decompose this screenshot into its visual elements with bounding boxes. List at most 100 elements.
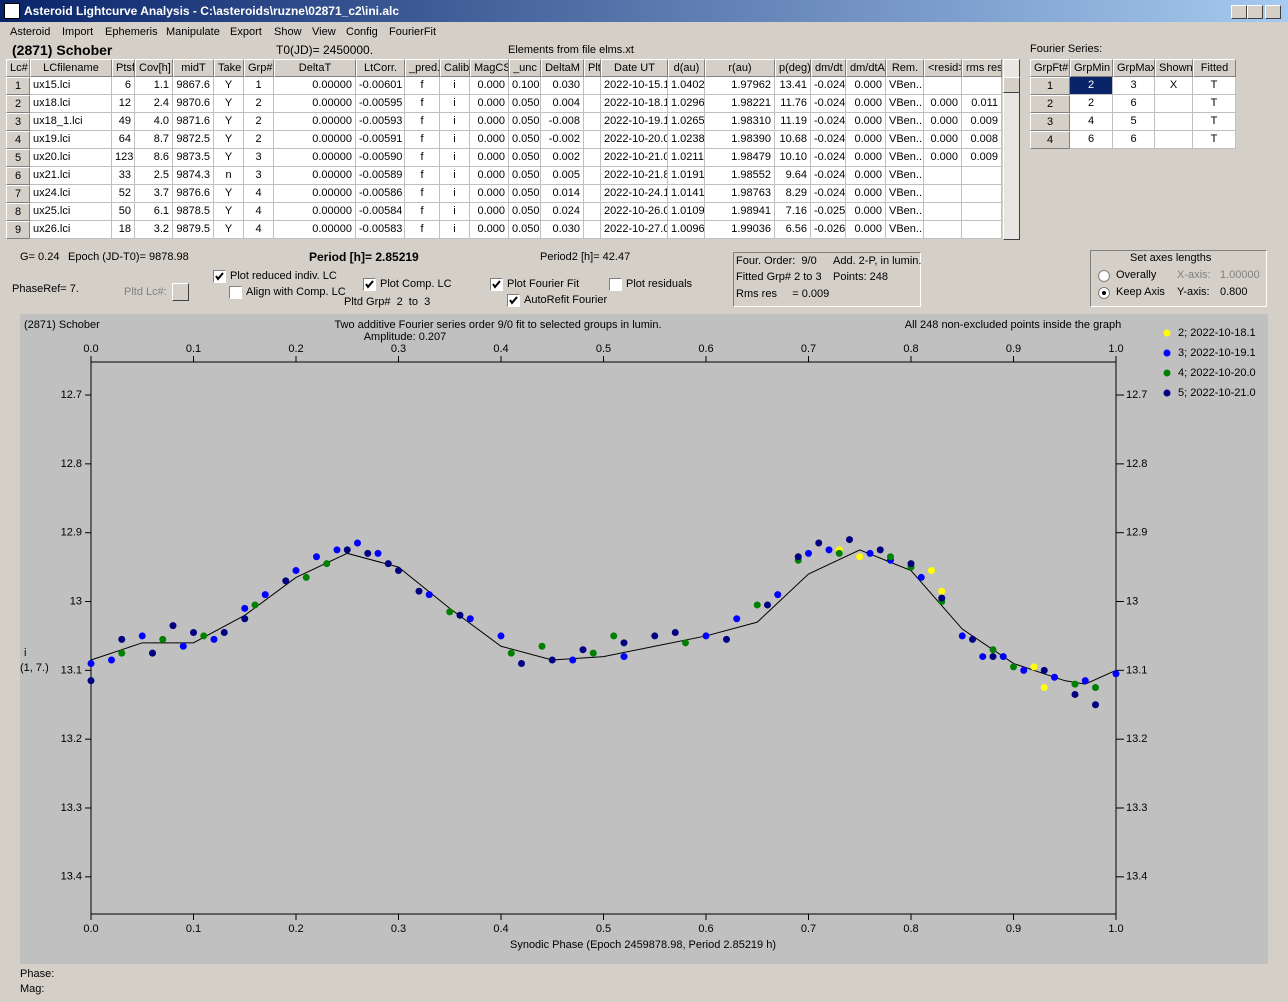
radio-label[interactable]: Keep Axis: [1116, 286, 1165, 298]
table-cell: T: [1193, 77, 1236, 95]
row-header[interactable]: 7: [6, 185, 30, 203]
radio-button[interactable]: [1098, 287, 1110, 299]
table-cell: 1.98310: [705, 113, 775, 131]
table-cell: 12: [112, 95, 135, 113]
checkbox-label[interactable]: Plot residuals: [626, 278, 693, 290]
data-point: [282, 577, 290, 585]
data-point: [507, 649, 515, 657]
menu-item[interactable]: Show: [274, 26, 302, 38]
x-tick-label: 0.8: [903, 923, 918, 935]
row-header[interactable]: 3: [6, 113, 30, 131]
checkbox-label[interactable]: AutoRefit Fourier: [524, 294, 608, 306]
set-axes-box: [1090, 250, 1267, 307]
y-tick-label: 12.8: [61, 458, 82, 470]
fourier-label: Fourier Series:: [1030, 43, 1103, 55]
maximize-button[interactable]: [1247, 5, 1263, 19]
data-point: [1112, 670, 1120, 678]
menu-item[interactable]: Export: [230, 26, 262, 38]
row-header[interactable]: 9: [6, 221, 30, 239]
window-title: Asteroid Lightcurve Analysis - C:\astero…: [24, 4, 400, 18]
data-point: [159, 635, 167, 643]
row-header[interactable]: 2: [1030, 95, 1070, 113]
close-button[interactable]: [1265, 5, 1281, 19]
checkbox-label[interactable]: Plot reduced indiv. LC: [230, 270, 337, 282]
table-cell: Y: [214, 185, 244, 203]
data-point: [323, 560, 331, 568]
column-header: _unc: [509, 59, 541, 77]
table-cell: f: [405, 149, 440, 167]
checkbox[interactable]: [363, 278, 376, 291]
data-point: [169, 622, 177, 630]
table-cell: 2022-10-27.0: [601, 221, 668, 239]
menu-item[interactable]: Config: [346, 26, 378, 38]
table-cell: [584, 77, 601, 95]
checkbox[interactable]: [213, 270, 226, 283]
data-point: [589, 649, 597, 657]
table-cell: 0.024: [541, 203, 584, 221]
data-point: [938, 594, 946, 602]
x-tick-label-top: 0.3: [391, 343, 406, 355]
table-cell: [924, 185, 962, 203]
radio-label[interactable]: Overally: [1116, 269, 1157, 281]
x-tick-label-top: 1.0: [1108, 343, 1123, 355]
scroll-thumb[interactable]: [1003, 77, 1020, 93]
row-header[interactable]: 8: [6, 203, 30, 221]
table-cell: 0.050: [509, 185, 541, 203]
table-cell: 2.5: [135, 167, 173, 185]
checkbox-label[interactable]: Plot Fourier Fit: [507, 278, 580, 290]
table-cell: VBen..: [886, 203, 924, 221]
menu-item[interactable]: FourierFit: [389, 26, 437, 38]
minimize-button[interactable]: [1231, 5, 1247, 19]
checkbox-label[interactable]: Align with Comp. LC: [246, 286, 346, 298]
column-header: <resid>: [924, 59, 962, 77]
menu-item[interactable]: Import: [62, 26, 94, 38]
radio-button[interactable]: [1098, 270, 1110, 282]
row-header[interactable]: 1: [1030, 77, 1070, 95]
column-header: Cov[h]: [135, 59, 173, 77]
data-point: [989, 653, 997, 661]
row-header[interactable]: 4: [6, 131, 30, 149]
data-point: [1010, 663, 1017, 671]
table-cell: [584, 149, 601, 167]
table-cell: [584, 221, 601, 239]
checkbox[interactable]: [609, 278, 622, 291]
table-cell: -0.024: [811, 113, 846, 131]
checkbox[interactable]: [507, 294, 520, 307]
menu-item[interactable]: View: [312, 26, 336, 38]
checkbox[interactable]: [490, 278, 503, 291]
data-point: [87, 659, 95, 667]
row-header[interactable]: 5: [6, 149, 30, 167]
row-header[interactable]: 1: [6, 77, 30, 95]
title-bar: [0, 0, 1288, 22]
menu-item[interactable]: Asteroid: [10, 26, 51, 38]
data-point: [149, 649, 156, 657]
x-tick-label-top: 0.6: [698, 343, 713, 355]
row-header[interactable]: 4: [1030, 131, 1070, 149]
legend-label: 4; 2022-10-20.0: [1178, 367, 1256, 379]
table-cell: T: [1193, 95, 1236, 113]
data-point: [774, 591, 782, 599]
pltd-lc-spinner[interactable]: [172, 283, 189, 301]
scrollbar[interactable]: [1003, 59, 1020, 240]
table-cell: 6: [1113, 131, 1155, 149]
checkbox[interactable]: [229, 286, 242, 299]
checkbox-label[interactable]: Plot Comp. LC: [380, 278, 452, 290]
table-cell: 0.009: [962, 113, 1002, 131]
x-tick-label: 0.6: [698, 923, 713, 935]
data-point: [1040, 684, 1048, 692]
table-cell: 1.1: [135, 77, 173, 95]
menu-item[interactable]: Manipulate: [166, 26, 220, 38]
table-cell: 0.000: [846, 113, 886, 131]
table-cell: 0.000: [470, 167, 509, 185]
data-point: [374, 549, 382, 557]
data-point: [569, 656, 577, 664]
table-cell: [924, 167, 962, 185]
row-header[interactable]: 3: [1030, 113, 1070, 131]
data-point: [118, 635, 126, 643]
menu-item[interactable]: Ephemeris: [105, 26, 158, 38]
row-header[interactable]: 6: [6, 167, 30, 185]
data-point: [220, 628, 228, 636]
data-point: [938, 587, 946, 595]
table-cell: 0.050: [509, 95, 541, 113]
row-header[interactable]: 2: [6, 95, 30, 113]
